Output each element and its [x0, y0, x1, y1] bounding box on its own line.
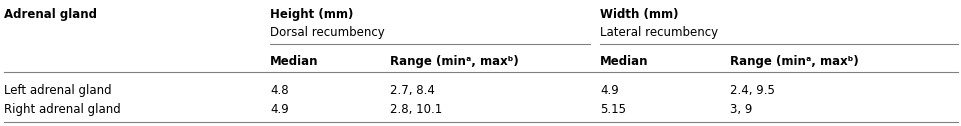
Text: 3, 9: 3, 9 [729, 103, 752, 116]
Text: 4.9: 4.9 [600, 84, 618, 97]
Text: Range (minᵃ, maxᵇ): Range (minᵃ, maxᵇ) [389, 55, 518, 68]
Text: Height (mm): Height (mm) [270, 8, 353, 21]
Text: Range (minᵃ, maxᵇ): Range (minᵃ, maxᵇ) [729, 55, 858, 68]
Text: 5.15: 5.15 [600, 103, 626, 116]
Text: Median: Median [270, 55, 318, 68]
Text: 4.8: 4.8 [270, 84, 288, 97]
Text: Width (mm): Width (mm) [600, 8, 678, 21]
Text: Adrenal gland: Adrenal gland [4, 8, 97, 21]
Text: Median: Median [600, 55, 648, 68]
Text: Dorsal recumbency: Dorsal recumbency [270, 26, 384, 39]
Text: 4.9: 4.9 [270, 103, 288, 116]
Text: 2.4, 9.5: 2.4, 9.5 [729, 84, 774, 97]
Text: Right adrenal gland: Right adrenal gland [4, 103, 121, 116]
Text: 2.8, 10.1: 2.8, 10.1 [389, 103, 442, 116]
Text: Left adrenal gland: Left adrenal gland [4, 84, 111, 97]
Text: Lateral recumbency: Lateral recumbency [600, 26, 717, 39]
Text: 2.7, 8.4: 2.7, 8.4 [389, 84, 434, 97]
